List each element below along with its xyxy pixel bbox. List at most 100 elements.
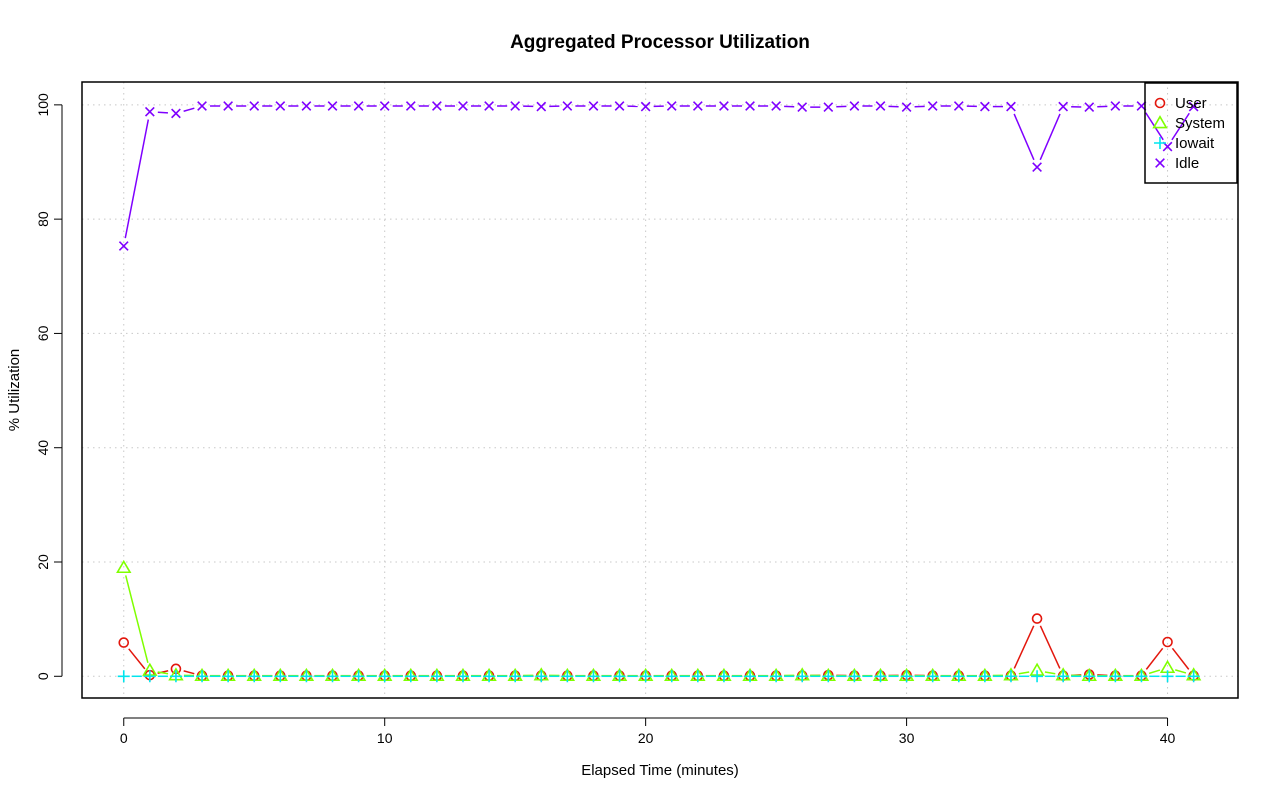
point bbox=[666, 101, 677, 111]
point bbox=[588, 101, 599, 111]
legend-label: Idle bbox=[1175, 155, 1199, 172]
point bbox=[900, 670, 913, 683]
point bbox=[143, 670, 156, 683]
legend-label: System bbox=[1175, 115, 1225, 132]
series-segment bbox=[124, 575, 149, 664]
point bbox=[1187, 670, 1200, 683]
point bbox=[327, 101, 338, 111]
point bbox=[665, 670, 678, 683]
series-segment bbox=[124, 119, 150, 239]
legend: User System Iowait Idle bbox=[1144, 82, 1238, 184]
point bbox=[1162, 636, 1173, 648]
point bbox=[587, 670, 600, 683]
point bbox=[875, 101, 886, 111]
point bbox=[404, 670, 417, 683]
point bbox=[1004, 670, 1017, 683]
point bbox=[691, 670, 704, 683]
point bbox=[117, 670, 130, 683]
x-axis: 0 10 20 30 40 bbox=[120, 717, 1176, 746]
point bbox=[1006, 101, 1016, 112]
point bbox=[561, 670, 574, 683]
point bbox=[953, 101, 964, 111]
point bbox=[196, 670, 209, 683]
point bbox=[379, 101, 390, 111]
series-segment bbox=[1148, 669, 1161, 675]
point bbox=[1154, 97, 1166, 109]
point bbox=[640, 101, 651, 112]
point bbox=[717, 670, 730, 683]
point bbox=[719, 101, 729, 111]
point bbox=[222, 670, 235, 683]
point bbox=[249, 101, 260, 111]
point bbox=[535, 670, 548, 683]
point bbox=[823, 102, 834, 113]
series-layer bbox=[116, 101, 1202, 683]
point bbox=[613, 670, 626, 683]
series-segment bbox=[1018, 671, 1030, 675]
point bbox=[926, 670, 939, 683]
series-segment bbox=[1171, 647, 1190, 670]
series-segment bbox=[1145, 647, 1164, 670]
point bbox=[300, 670, 313, 683]
y-tick-label: 60 bbox=[35, 325, 51, 341]
point bbox=[301, 101, 312, 111]
point bbox=[796, 670, 809, 683]
series-segment bbox=[1175, 669, 1187, 674]
point bbox=[1161, 670, 1174, 683]
legend-label: User bbox=[1175, 95, 1207, 112]
grid-lines bbox=[82, 82, 1238, 698]
point bbox=[352, 670, 365, 683]
point bbox=[692, 101, 703, 111]
point bbox=[745, 101, 755, 111]
x-tick-label: 30 bbox=[899, 730, 915, 746]
point bbox=[326, 670, 339, 683]
point bbox=[248, 670, 261, 683]
point bbox=[1155, 158, 1165, 168]
point bbox=[353, 101, 364, 111]
y-tick-label: 40 bbox=[35, 440, 51, 456]
point bbox=[952, 670, 965, 683]
series-iowait bbox=[117, 670, 1200, 683]
point bbox=[1188, 101, 1199, 112]
point bbox=[378, 670, 391, 683]
point bbox=[639, 670, 652, 683]
point bbox=[536, 101, 547, 112]
point bbox=[432, 101, 442, 111]
point bbox=[223, 101, 234, 111]
point bbox=[1057, 670, 1070, 683]
point bbox=[848, 670, 861, 683]
series-system bbox=[116, 559, 1202, 682]
point bbox=[979, 101, 990, 112]
point bbox=[797, 102, 808, 113]
point bbox=[456, 670, 469, 683]
x-tick-label: 20 bbox=[638, 730, 654, 746]
point bbox=[483, 670, 496, 683]
y-tick-label: 80 bbox=[35, 211, 51, 227]
series-segment bbox=[157, 671, 169, 675]
x-axis-label: Elapsed Time (minutes) bbox=[581, 762, 739, 779]
series-idle bbox=[118, 101, 1199, 251]
y-tick-label: 20 bbox=[35, 554, 51, 570]
point bbox=[430, 670, 443, 683]
point bbox=[118, 637, 130, 648]
point bbox=[274, 670, 287, 683]
series-segment bbox=[1039, 113, 1061, 161]
point bbox=[1083, 670, 1096, 683]
point bbox=[822, 670, 835, 683]
series-segment bbox=[183, 107, 195, 112]
point bbox=[169, 670, 182, 683]
legend-box bbox=[1144, 82, 1238, 184]
point bbox=[770, 670, 783, 683]
series-segment bbox=[183, 670, 195, 675]
point bbox=[874, 670, 887, 683]
point bbox=[1031, 670, 1044, 683]
series-segment bbox=[1039, 625, 1061, 669]
series-segment bbox=[157, 111, 169, 114]
point bbox=[1135, 670, 1148, 683]
series-segment bbox=[1171, 112, 1190, 141]
point bbox=[484, 101, 494, 111]
point bbox=[1154, 137, 1166, 149]
point bbox=[849, 101, 860, 111]
x-tick-label: 10 bbox=[377, 730, 393, 746]
point bbox=[614, 101, 625, 111]
